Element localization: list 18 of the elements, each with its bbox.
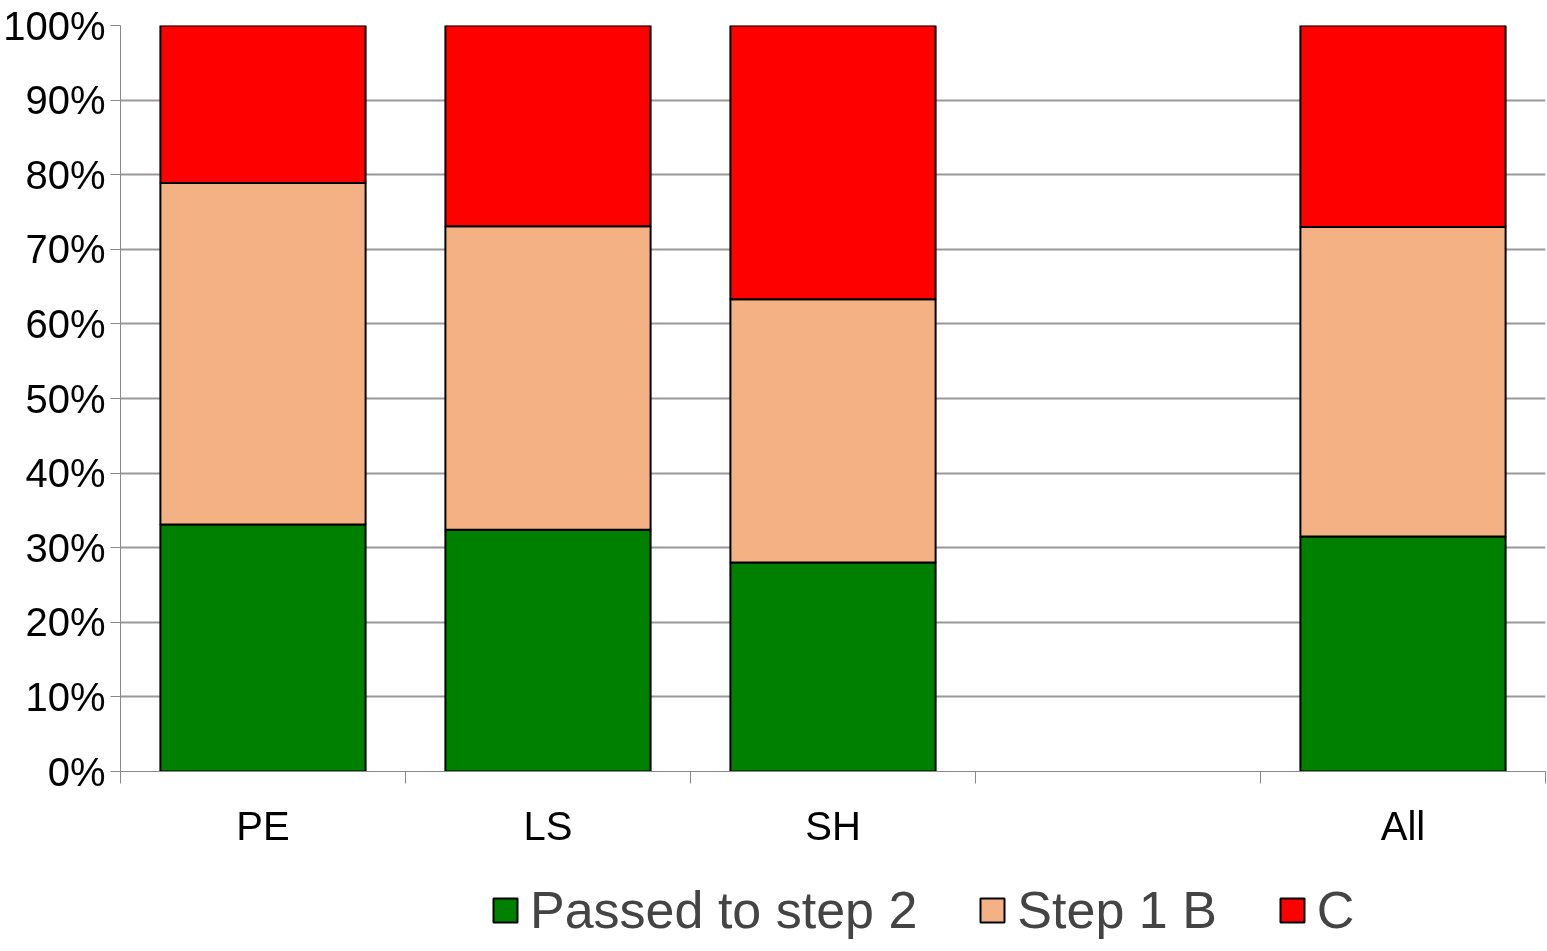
x-tick-label: PE xyxy=(236,803,290,848)
y-tick-label: 50% xyxy=(25,376,106,421)
legend-label: C xyxy=(1316,880,1355,940)
y-tick-label: 100% xyxy=(3,3,106,48)
y-tick-label: 70% xyxy=(25,227,106,272)
x-tick-label: All xyxy=(1380,803,1426,848)
x-tick-label: SH xyxy=(805,803,861,848)
x-tick-label: LS xyxy=(523,803,573,848)
y-tick-label: 20% xyxy=(25,600,106,645)
y-tick-label: 80% xyxy=(25,152,106,197)
y-tick-label: 10% xyxy=(25,674,106,719)
y-tick-label: 30% xyxy=(25,525,106,570)
y-tick-label: 0% xyxy=(47,749,106,794)
legend-label: Passed to step 2 xyxy=(530,880,918,940)
y-tick-label: 40% xyxy=(25,451,106,496)
y-tick-label: 90% xyxy=(25,78,106,123)
legend-label: Step 1 B xyxy=(1017,880,1217,940)
y-tick-label: 60% xyxy=(25,301,106,346)
